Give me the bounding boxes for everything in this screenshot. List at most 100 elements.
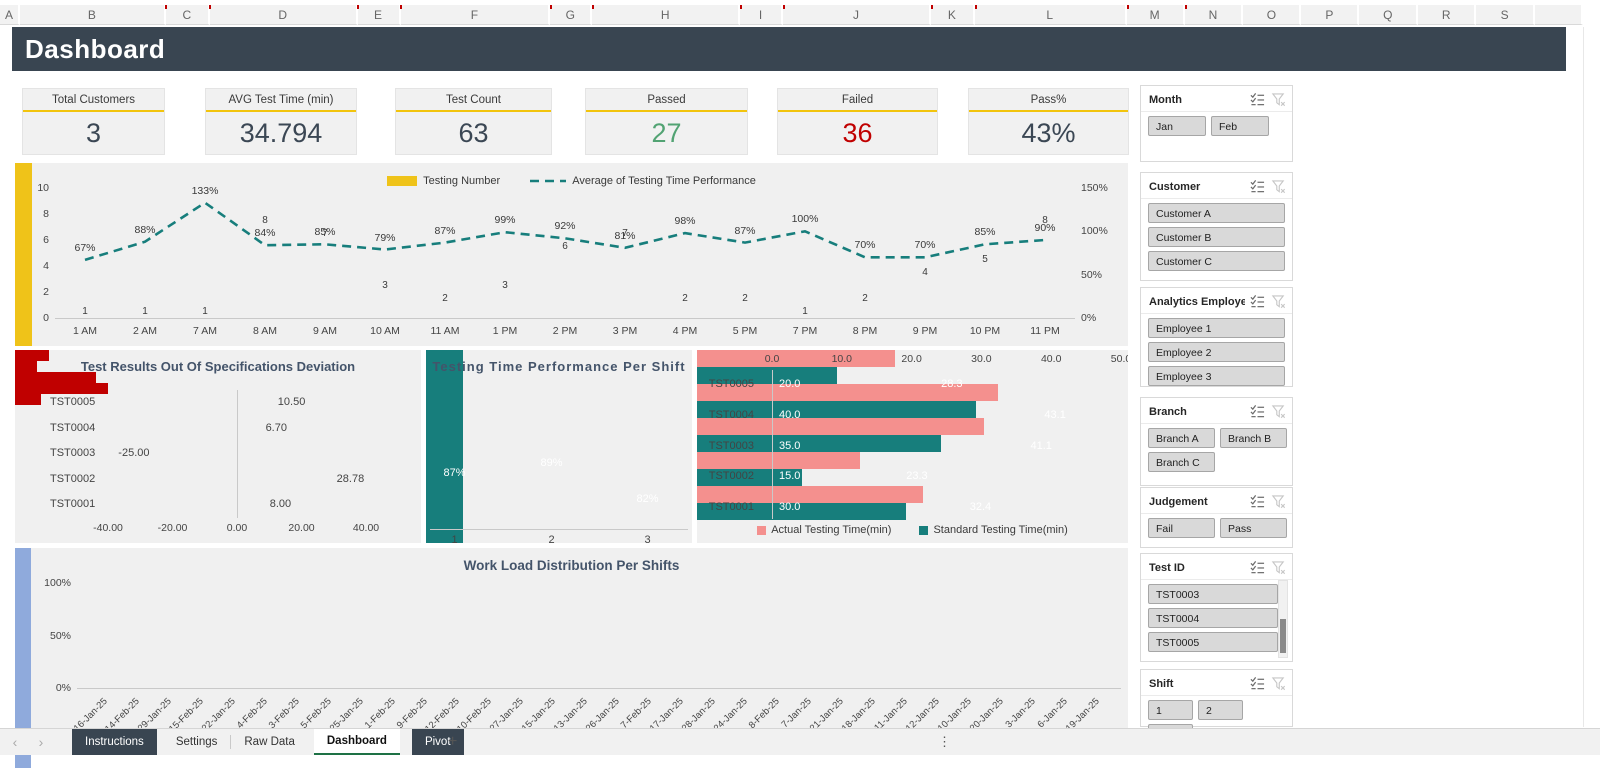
- multi-select-button[interactable]: [1249, 403, 1266, 420]
- slicer-item-fail[interactable]: Fail: [1148, 518, 1215, 538]
- multi-select-icon[interactable]: [1250, 676, 1265, 691]
- clear-filter-button[interactable]: [1270, 493, 1287, 510]
- slicer-test-id[interactable]: Test ID TST0003 TST0004 TST0005: [1140, 553, 1293, 662]
- sheet-nav-left[interactable]: ‹: [12, 734, 18, 750]
- multi-select-icon[interactable]: [1250, 92, 1265, 107]
- slicer-item-employee-1[interactable]: Employee 1: [1148, 318, 1285, 338]
- column-header-F[interactable]: F: [400, 5, 551, 25]
- slicer-item-tst0005[interactable]: TST0005: [1148, 632, 1278, 652]
- sheet-tab-instructions[interactable]: Instructions: [72, 729, 157, 755]
- kpi-card-failed: Failed 36: [777, 88, 938, 155]
- column-header-H[interactable]: H: [592, 5, 741, 25]
- multi-select-icon[interactable]: [1250, 494, 1265, 509]
- slicer-scrollbar[interactable]: [1278, 580, 1288, 658]
- slicer-item-employee-2[interactable]: Employee 2: [1148, 342, 1285, 362]
- column-header-I[interactable]: I: [740, 5, 784, 25]
- slicer-item-customer-a[interactable]: Customer A: [1148, 203, 1285, 223]
- kpi-card-avg-test-time-min-: AVG Test Time (min) 34.794: [205, 88, 357, 155]
- standard-value-label: 15.0: [779, 470, 801, 482]
- column-header-B[interactable]: B: [19, 5, 166, 25]
- page-break-tick: [740, 5, 742, 9]
- clear-filter-button[interactable]: [1270, 91, 1287, 108]
- multi-select-button[interactable]: [1249, 493, 1266, 510]
- multi-select-button[interactable]: [1249, 559, 1266, 576]
- column-header-N[interactable]: N: [1184, 5, 1244, 25]
- tab-more-button[interactable]: ⋮: [938, 734, 951, 749]
- slicer-item-branch-c[interactable]: Branch C: [1148, 452, 1215, 472]
- column-header-P[interactable]: P: [1301, 5, 1360, 25]
- column-header-M[interactable]: M: [1126, 5, 1185, 25]
- clear-filter-icon[interactable]: [1271, 179, 1286, 194]
- slicer-item-1[interactable]: 1: [1148, 700, 1193, 720]
- slicer-month[interactable]: Month Jan Feb: [1140, 85, 1293, 162]
- clear-filter-icon[interactable]: [1271, 404, 1286, 419]
- shift-performance-chart[interactable]: Testing Time Performance Per Shift 87% 1 89…: [426, 350, 692, 543]
- column-header-D[interactable]: D: [209, 5, 358, 25]
- slicer-item-pass[interactable]: Pass: [1220, 518, 1287, 538]
- clear-filter-icon[interactable]: [1271, 494, 1286, 509]
- actual-value-label: 23.3: [906, 470, 928, 482]
- clear-filter-button[interactable]: [1270, 559, 1287, 576]
- column-header-K[interactable]: K: [930, 5, 975, 25]
- column-header-J[interactable]: J: [783, 5, 931, 25]
- multi-select-icon[interactable]: [1250, 560, 1265, 575]
- clear-filter-icon[interactable]: [1271, 560, 1286, 575]
- column-header-filler[interactable]: [1535, 5, 1584, 25]
- column-header-A[interactable]: A: [0, 5, 20, 25]
- column-header-C[interactable]: C: [165, 5, 210, 25]
- slicer-shift[interactable]: Shift123: [1140, 669, 1293, 744]
- clear-filter-button[interactable]: [1270, 293, 1287, 310]
- multi-select-icon[interactable]: [1250, 404, 1265, 419]
- clear-filter-icon[interactable]: [1271, 92, 1286, 107]
- sheet-tab-raw-data[interactable]: Raw Data: [244, 736, 295, 748]
- dashboard-title-bar: Dashboard: [12, 27, 1566, 71]
- slicer-item-employee-3[interactable]: Employee 3: [1148, 366, 1285, 386]
- slicer-item-jan[interactable]: Jan: [1148, 116, 1206, 136]
- slicer-analytics-employe-[interactable]: Analytics Employe... Employee 1 Employee 2…: [1140, 287, 1293, 387]
- slicer-item-customer-c[interactable]: Customer C: [1148, 251, 1285, 271]
- deviation-chart[interactable]: Test Results Out Of Specifications Devia…: [15, 350, 421, 543]
- add-sheet-button[interactable]: +: [448, 733, 458, 750]
- multi-select-button[interactable]: [1249, 293, 1266, 310]
- slicer-item-branch-a[interactable]: Branch A: [1148, 428, 1215, 448]
- column-header-O[interactable]: O: [1243, 5, 1302, 25]
- workload-chart[interactable]: Work Load Distribution Per Shifts 100% 50%…: [15, 548, 1128, 768]
- slicer-item-2[interactable]: 2: [1198, 700, 1243, 720]
- multi-select-button[interactable]: [1249, 675, 1266, 692]
- multi-select-icon[interactable]: [1250, 294, 1265, 309]
- clear-filter-button[interactable]: [1270, 675, 1287, 692]
- testing-time-chart[interactable]: 0.0 10.0 20.0 30.0 40.0 50.0 TST0005 20.0 28.3 TS…: [697, 350, 1128, 543]
- slicer-judgement[interactable]: Judgement Fail Pass: [1140, 487, 1293, 548]
- column-header-G[interactable]: G: [550, 5, 593, 25]
- column-header-E[interactable]: E: [357, 5, 401, 25]
- multi-select-button[interactable]: [1249, 178, 1266, 195]
- sheet-tab-dashboard[interactable]: Dashboard: [313, 729, 400, 755]
- bar-value-label: 1: [142, 306, 148, 317]
- x-axis-category: 11 AM: [430, 325, 460, 337]
- sheet-tab-pivot[interactable]: Pivot: [411, 729, 464, 755]
- slicer-branch[interactable]: Branch Branch A Branch BBranch C: [1140, 397, 1293, 486]
- slicer-item-tst0003[interactable]: TST0003: [1148, 584, 1278, 604]
- column-header-L[interactable]: L: [974, 5, 1127, 25]
- multi-select-button[interactable]: [1249, 91, 1266, 108]
- testing-number-chart[interactable]: Testing Number Average of Testing Time Pe…: [15, 163, 1128, 346]
- clear-filter-button[interactable]: [1270, 178, 1287, 195]
- slicer-scrollbar-thumb[interactable]: [1280, 619, 1286, 653]
- slicer-customer[interactable]: Customer Customer A Customer B Customer C: [1140, 172, 1293, 281]
- deviation-bar: [15, 350, 49, 361]
- slicer-item-customer-b[interactable]: Customer B: [1148, 227, 1285, 247]
- sheet-nav-right[interactable]: ›: [38, 734, 44, 750]
- slicer-item-feb[interactable]: Feb: [1211, 116, 1269, 136]
- column-header-R[interactable]: R: [1418, 5, 1477, 25]
- slicer-item-branch-b[interactable]: Branch B: [1220, 428, 1287, 448]
- legend-testing-number: Testing Number: [387, 175, 500, 187]
- multi-select-icon[interactable]: [1250, 179, 1265, 194]
- column-header-S[interactable]: S: [1476, 5, 1536, 25]
- sheet-tab-settings[interactable]: Settings: [175, 736, 218, 748]
- clear-filter-icon[interactable]: [1271, 294, 1286, 309]
- slicer-item-tst0004[interactable]: TST0004: [1148, 608, 1278, 628]
- clear-filter-icon[interactable]: [1271, 676, 1286, 691]
- column-header-Q[interactable]: Q: [1359, 5, 1419, 25]
- clear-filter-button[interactable]: [1270, 403, 1287, 420]
